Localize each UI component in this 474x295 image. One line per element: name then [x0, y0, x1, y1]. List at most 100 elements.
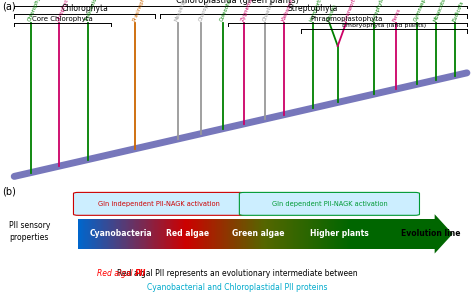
Bar	[343, 219, 344, 249]
Bar	[402, 219, 404, 249]
Bar	[110, 219, 111, 249]
Bar	[142, 219, 144, 249]
Bar	[148, 219, 149, 249]
Bar	[372, 219, 373, 249]
Bar	[246, 219, 247, 249]
Bar	[83, 219, 84, 249]
Bar	[146, 219, 147, 249]
Bar	[158, 219, 159, 249]
Bar	[155, 219, 156, 249]
Bar	[348, 219, 349, 249]
Text: Lycophytes: Lycophytes	[371, 0, 386, 22]
Bar	[178, 219, 179, 249]
Bar	[197, 219, 198, 249]
Bar	[104, 219, 106, 249]
Text: (b): (b)	[2, 187, 16, 197]
Bar	[202, 219, 203, 249]
Bar	[395, 219, 397, 249]
Bar	[344, 219, 346, 249]
Bar	[179, 219, 181, 249]
Bar	[336, 219, 337, 249]
Bar	[177, 219, 178, 249]
Bar	[350, 219, 352, 249]
Bar	[173, 219, 174, 249]
Bar	[289, 219, 290, 249]
Bar	[215, 219, 216, 249]
Bar	[188, 219, 189, 249]
Bar	[274, 219, 275, 249]
Bar	[176, 219, 177, 249]
Bar	[317, 219, 318, 249]
Bar	[410, 219, 411, 249]
Text: Gln dependent PII-NAGK activation: Gln dependent PII-NAGK activation	[272, 201, 387, 207]
Bar	[421, 219, 423, 249]
Bar	[259, 219, 260, 249]
Bar	[214, 219, 215, 249]
Bar	[256, 219, 258, 249]
Text: Charophyceae: Charophyceae	[198, 0, 217, 22]
Text: Chlorophyceae: Chlorophyceae	[27, 0, 46, 22]
Bar	[286, 219, 287, 249]
Bar	[96, 219, 97, 249]
Text: Monocots: Monocots	[432, 0, 447, 22]
Bar	[254, 219, 255, 249]
Bar	[103, 219, 104, 249]
Bar	[191, 219, 192, 249]
Text: Evolution line: Evolution line	[401, 230, 460, 238]
Bar	[186, 219, 188, 249]
Bar	[392, 219, 393, 249]
Bar	[261, 219, 263, 249]
Bar	[366, 219, 367, 249]
Bar	[325, 219, 327, 249]
Bar	[228, 219, 229, 249]
Bar	[355, 219, 356, 249]
Bar	[223, 219, 224, 249]
Bar	[328, 219, 329, 249]
Bar	[293, 219, 294, 249]
Bar	[88, 219, 89, 249]
Bar	[267, 219, 268, 249]
Bar	[101, 219, 102, 249]
Bar	[153, 219, 154, 249]
Bar	[347, 219, 348, 249]
Bar	[365, 219, 366, 249]
Bar	[282, 219, 283, 249]
Bar	[431, 219, 432, 249]
Bar	[367, 219, 368, 249]
Bar	[106, 219, 107, 249]
Bar	[222, 219, 223, 249]
Bar	[414, 219, 416, 249]
Bar	[411, 219, 412, 249]
Text: Red algae: Red algae	[166, 230, 209, 238]
Bar	[385, 219, 386, 249]
Bar	[266, 219, 267, 249]
Bar	[263, 219, 264, 249]
Bar	[426, 219, 428, 249]
Bar	[247, 219, 248, 249]
Bar	[141, 219, 142, 249]
Bar	[167, 219, 169, 249]
Bar	[393, 219, 394, 249]
Text: Mosses: Mosses	[326, 2, 337, 22]
Bar	[285, 219, 286, 249]
Bar	[200, 219, 201, 249]
Bar	[139, 219, 140, 249]
Bar	[271, 219, 272, 249]
Bar	[294, 219, 296, 249]
Bar	[323, 219, 324, 249]
Bar	[89, 219, 90, 249]
Bar	[339, 219, 341, 249]
Bar	[376, 219, 378, 249]
Text: Cyanobacterial and Chloroplastidal PII proteins: Cyanobacterial and Chloroplastidal PII p…	[147, 283, 327, 292]
Bar	[349, 219, 350, 249]
Bar	[204, 219, 205, 249]
Bar	[433, 219, 435, 249]
Text: Gln independent PII-NAGK activation: Gln independent PII-NAGK activation	[98, 201, 220, 207]
Text: Liverworts: Liverworts	[342, 0, 357, 22]
Text: PII sensory
properties: PII sensory properties	[9, 221, 51, 242]
Bar	[260, 219, 261, 249]
Bar	[128, 219, 129, 249]
Bar	[270, 219, 271, 249]
Bar	[423, 219, 424, 249]
Bar	[92, 219, 94, 249]
